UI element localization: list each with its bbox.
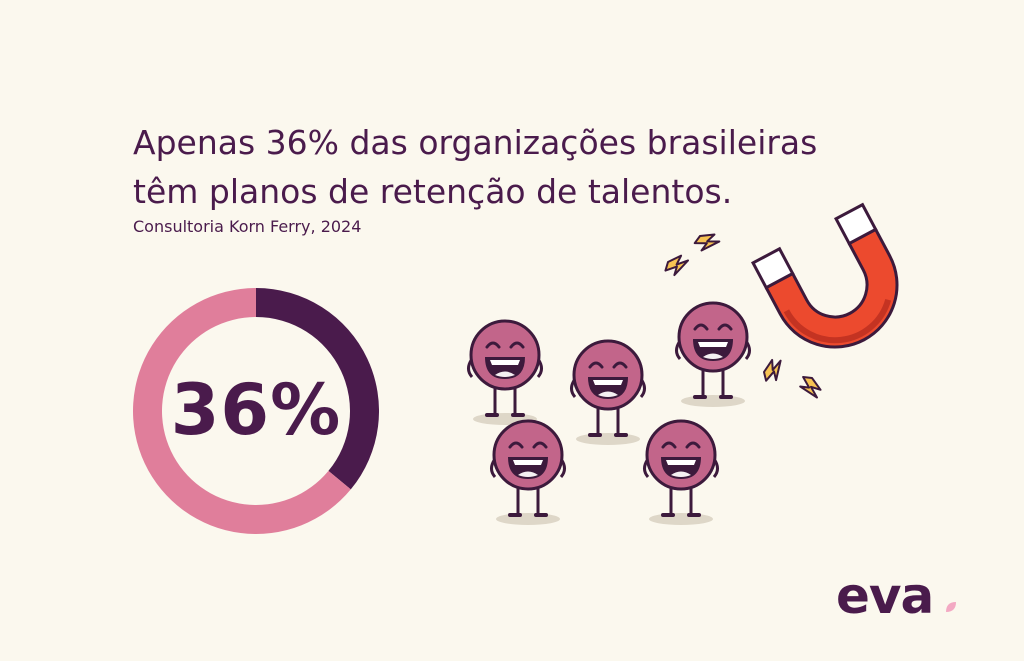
headline-line-1: Apenas 36% das organizações brasileiras (133, 123, 818, 162)
brand-logo: eva (836, 567, 934, 625)
smiley-face-icon (569, 339, 647, 447)
smiley-face-icon (489, 419, 567, 527)
donut-percentage-label: 36% (170, 369, 342, 451)
lightning-icon (662, 253, 692, 278)
donut-segment-remainder (133, 288, 351, 534)
smiley-face-icon (642, 419, 720, 527)
source-citation: Consultoria Korn Ferry, 2024 (133, 217, 362, 236)
headline-line-2: têm planos de retenção de talentos. (133, 172, 733, 211)
logo-accent-icon (946, 602, 956, 612)
magnet-icon (750, 202, 899, 349)
lightning-icon (796, 371, 824, 403)
smiley-face-icon (466, 319, 544, 427)
donut-segment-highlight (256, 288, 379, 490)
headline: Apenas 36% das organizações brasileiras … (133, 118, 953, 216)
smiley-face-icon (674, 301, 752, 409)
lightning-icon (692, 230, 722, 255)
lightning-icon (757, 355, 790, 387)
donut-chart (133, 288, 379, 534)
